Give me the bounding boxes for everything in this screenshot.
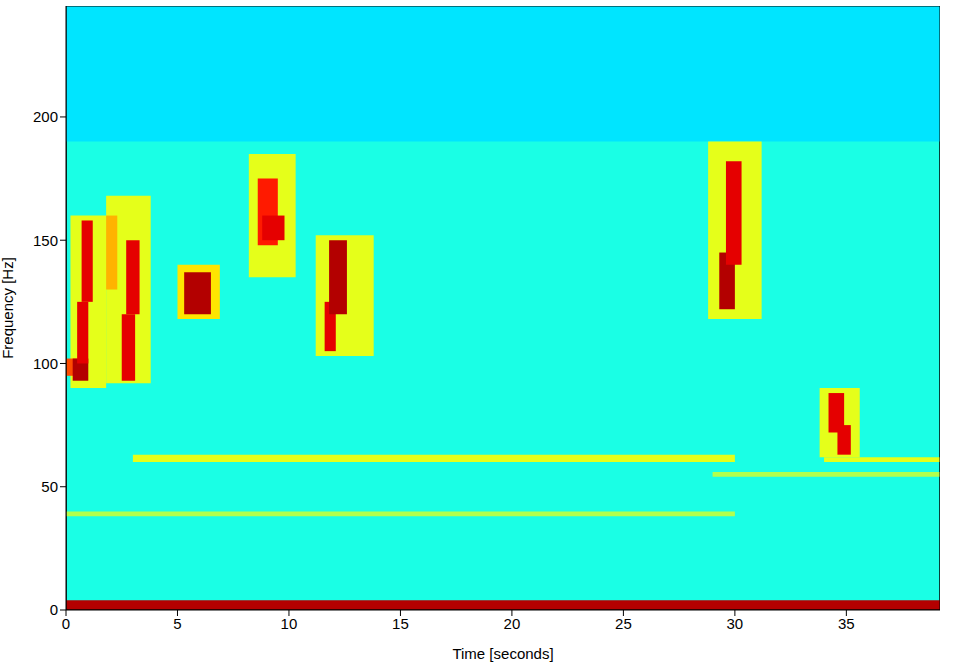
- svg-text:20: 20: [504, 615, 521, 632]
- svg-text:150: 150: [33, 232, 58, 249]
- svg-text:0: 0: [62, 615, 70, 632]
- svg-text:35: 35: [838, 615, 855, 632]
- svg-text:0: 0: [50, 601, 58, 618]
- svg-text:Frequency [Hz]: Frequency [Hz]: [0, 257, 16, 359]
- svg-text:10: 10: [281, 615, 298, 632]
- svg-text:30: 30: [727, 615, 744, 632]
- svg-text:15: 15: [392, 615, 409, 632]
- svg-text:100: 100: [33, 355, 58, 372]
- svg-text:25: 25: [615, 615, 632, 632]
- svg-text:50: 50: [41, 478, 58, 495]
- svg-text:5: 5: [173, 615, 181, 632]
- svg-text:Time [seconds]: Time [seconds]: [452, 645, 553, 662]
- svg-text:200: 200: [33, 108, 58, 125]
